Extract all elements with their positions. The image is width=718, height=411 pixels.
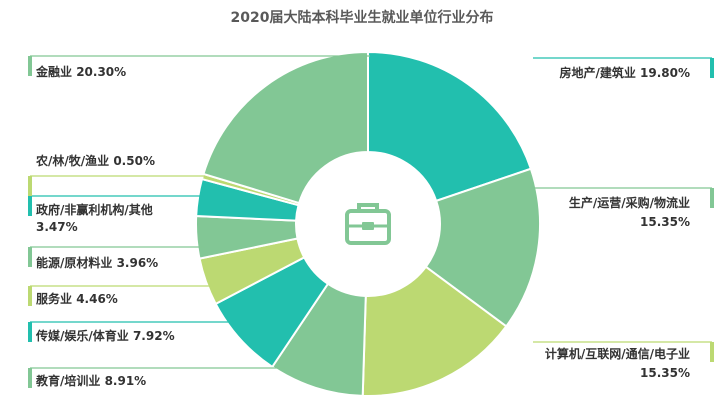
slice-label: 农/林/牧/渔业 0.50% — [35, 153, 155, 168]
label-marker — [710, 188, 714, 208]
donut-slices — [195, 50, 541, 397]
label-marker — [28, 56, 32, 76]
label-marker — [28, 368, 32, 388]
label-marker — [28, 196, 32, 216]
slice-label: 传媒/娱乐/体育业 7.92% — [35, 328, 175, 343]
slice-label: 计算机/互联网/通信/电子业 — [545, 346, 690, 361]
slice-label: 教育/培训业 8.91% — [35, 373, 146, 388]
slice-label: 生产/运营/采购/物流业 — [569, 195, 690, 210]
label-marker — [28, 322, 32, 342]
label-marker — [28, 247, 32, 267]
label-marker — [28, 286, 32, 306]
donut-slice — [361, 265, 508, 397]
slice-percent-label: 3.47% — [36, 220, 78, 234]
slice-label: 房地产/建筑业 19.80% — [559, 65, 690, 80]
slice-label: 金融业 20.30% — [35, 64, 126, 79]
slice-label: 能源/原材料业 3.96% — [36, 255, 158, 270]
slice-label: 服务业 4.46% — [36, 291, 118, 306]
slice-percent-label: 15.35% — [640, 215, 690, 229]
briefcase-icon — [345, 203, 391, 245]
chart-title: 2020届大陆本科毕业生就业单位行业分布 — [231, 9, 494, 26]
label-marker — [28, 176, 32, 196]
label-marker — [710, 58, 714, 78]
slice-labels: 房地产/建筑业 19.80% 生产/运营/采购/物流业 15.35% 计算机/互联网/… — [35, 64, 690, 388]
donut-slice — [202, 50, 369, 205]
slice-label: 政府/非赢利机构/其他 — [36, 202, 153, 217]
label-marker — [710, 342, 714, 362]
leader-lines — [28, 55, 714, 388]
slice-percent-label: 15.35% — [640, 366, 690, 380]
donut-slice — [367, 50, 533, 203]
